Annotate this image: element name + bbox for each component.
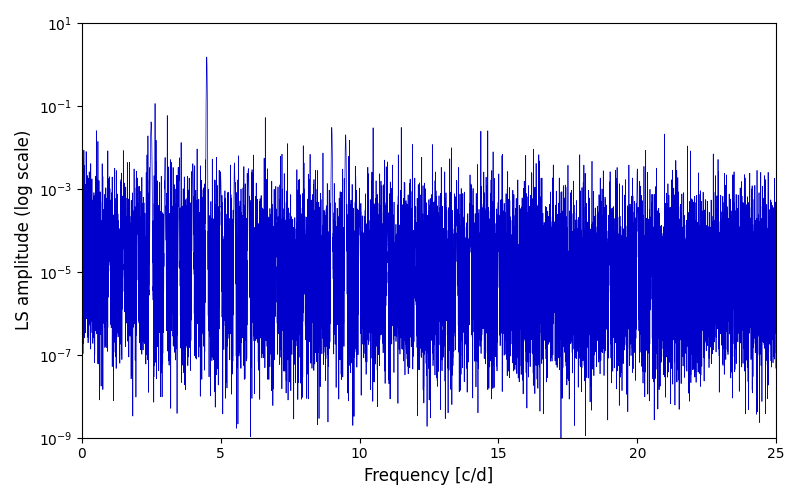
Y-axis label: LS amplitude (log scale): LS amplitude (log scale) — [15, 130, 33, 330]
X-axis label: Frequency [c/d]: Frequency [c/d] — [364, 467, 494, 485]
